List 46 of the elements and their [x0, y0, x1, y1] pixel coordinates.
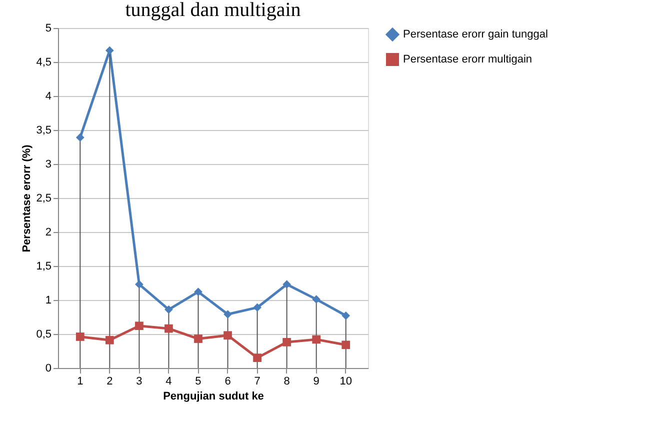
point	[135, 322, 144, 330]
y-tick-label: 1,5	[36, 260, 52, 272]
point	[312, 295, 321, 304]
x-tick-label: 7	[254, 376, 260, 388]
point	[253, 354, 262, 362]
point	[282, 338, 291, 346]
point	[76, 133, 84, 142]
point	[224, 331, 232, 340]
point	[194, 288, 202, 296]
y-tick-label: 5	[45, 22, 52, 34]
point	[342, 311, 350, 320]
x-axis-title: Pengujian sudut ke	[163, 390, 264, 402]
point	[76, 332, 84, 341]
legend-label: Persentase erorr multigain	[403, 54, 532, 66]
x-tick-label: 3	[136, 376, 142, 388]
point	[194, 334, 202, 343]
point	[253, 303, 262, 312]
y-tick-label: 4,5	[36, 56, 52, 68]
x-tick-label: 6	[224, 376, 231, 388]
point	[164, 324, 173, 333]
x-tick-label: 9	[313, 376, 320, 388]
x-tick-label: 2	[106, 376, 113, 388]
chart-title: tunggal dan multigain	[125, 0, 301, 21]
y-tick-label: 0,5	[36, 328, 52, 340]
x-tick-label: 8	[284, 376, 290, 388]
y-tick-label: 0	[45, 362, 52, 374]
x-tick-label: 5	[195, 376, 202, 388]
point	[105, 336, 114, 344]
point	[312, 335, 321, 344]
point	[224, 310, 232, 318]
point	[135, 280, 144, 289]
point	[105, 46, 114, 55]
x-tick-label: 1	[77, 376, 84, 388]
y-tick-label: 1	[45, 294, 52, 306]
x-tick-label: 4	[166, 376, 172, 388]
point	[342, 340, 350, 350]
x-tick-label: 10	[340, 376, 352, 388]
y-tick-label: 3,5	[36, 124, 52, 136]
point	[282, 280, 291, 289]
y-tick-label: 4	[45, 90, 52, 102]
y-tick-label: 2,5	[36, 192, 52, 204]
y-tick-label: 2	[45, 226, 52, 238]
y-tick-label: 3	[45, 158, 52, 170]
y-axis-title: Persentase erorr (%)	[21, 144, 34, 252]
point	[164, 305, 173, 314]
legend-label: Persentase erorr gain tunggal	[403, 28, 548, 40]
